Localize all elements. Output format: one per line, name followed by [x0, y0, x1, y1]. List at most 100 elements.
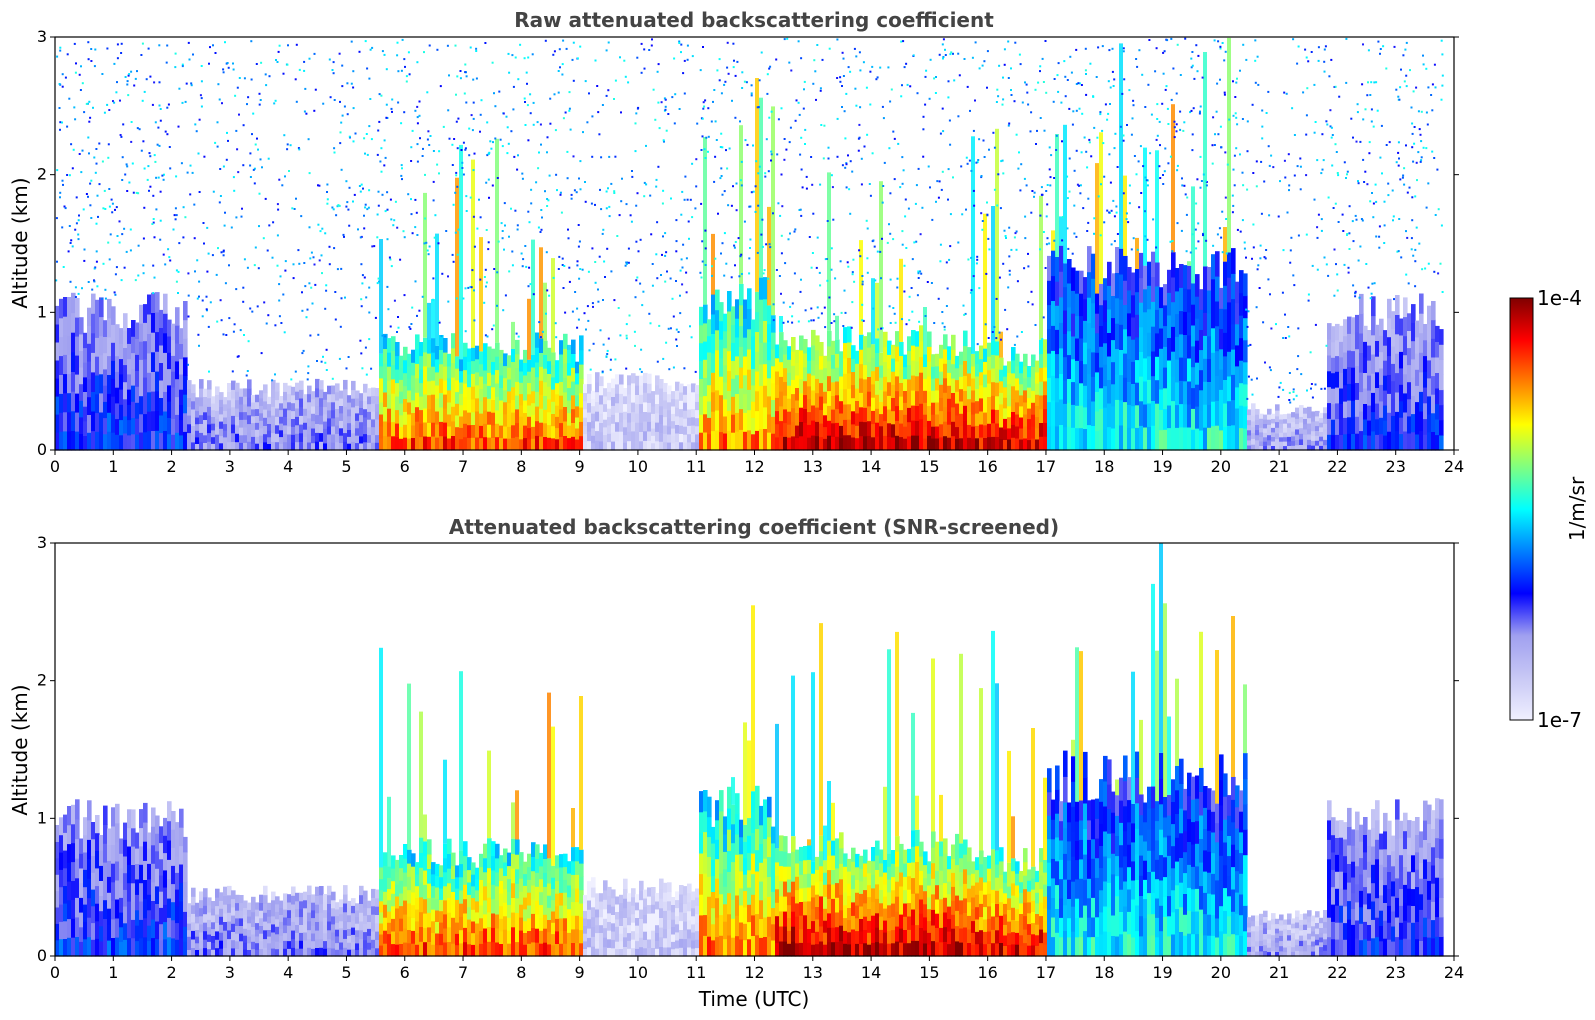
noise-pixel	[557, 268, 560, 270]
heatmap-cell	[395, 342, 400, 357]
noise-pixel	[483, 301, 486, 304]
noise-pixel	[1154, 70, 1157, 73]
noise-pixel	[634, 344, 636, 347]
heatmap-cell	[911, 330, 916, 346]
heatmap-cell	[463, 423, 468, 438]
noise-pixel	[252, 112, 255, 115]
noise-pixel	[1399, 86, 1402, 89]
heatmap-cell	[243, 411, 248, 420]
heatmap-cell	[1275, 438, 1280, 445]
noise-pixel	[922, 155, 925, 158]
noise-pixel	[906, 83, 909, 86]
heatmap-cell	[303, 436, 308, 444]
heatmap-cell	[1351, 416, 1356, 434]
heatmap-cell	[1043, 408, 1048, 423]
noise-pixel	[775, 58, 778, 61]
noise-pixel	[842, 325, 845, 327]
noise-pixel	[326, 183, 329, 186]
noise-pixel	[750, 84, 753, 87]
heatmap-cell	[1211, 401, 1216, 427]
heatmap-cell	[327, 442, 332, 451]
heatmap-cell	[971, 414, 976, 427]
heatmap-cell	[919, 372, 924, 389]
heatmap-cell	[803, 339, 808, 354]
noise-pixel	[844, 137, 847, 140]
noise-pixel	[202, 222, 205, 224]
noise-pixel	[546, 289, 549, 292]
noise-pixel	[704, 264, 707, 266]
heatmap-cell	[391, 378, 396, 394]
heatmap-cell	[555, 360, 560, 372]
noise-pixel	[1232, 80, 1234, 83]
noise-pixel	[1277, 395, 1280, 398]
heatmap-cell	[1375, 340, 1380, 357]
heatmap-cell	[835, 339, 840, 354]
heatmap-cell	[595, 401, 600, 412]
heatmap-cell	[455, 414, 460, 428]
noise-pixel	[700, 149, 703, 151]
noise-pixel	[1173, 120, 1176, 123]
heatmap-cell	[271, 406, 276, 416]
noise-pixel	[832, 218, 835, 221]
heatmap-cell	[1311, 430, 1316, 437]
noise-pixel	[103, 189, 106, 192]
heatmap-cell	[803, 408, 808, 423]
heatmap-cell	[123, 347, 128, 366]
noise-pixel	[337, 204, 340, 207]
heatmap-cell	[1307, 433, 1312, 440]
heatmap-cell	[159, 327, 164, 346]
heatmap-cell	[143, 304, 148, 323]
noise-pixel	[403, 294, 406, 297]
noise-pixel	[1053, 177, 1056, 179]
noise-pixel	[866, 257, 869, 260]
heatmap-cell	[779, 435, 784, 451]
noise-pixel	[385, 103, 388, 106]
noise-pixel	[861, 319, 864, 322]
heatmap-cell	[347, 443, 352, 451]
heatmap-cell	[787, 359, 792, 373]
noise-pixel	[191, 171, 194, 174]
heatmap-cell	[379, 365, 384, 379]
heatmap-cell	[1295, 418, 1300, 425]
heatmap-cell	[279, 443, 284, 451]
noise-pixel	[1042, 81, 1045, 83]
noise-pixel	[1220, 236, 1223, 239]
heatmap-cell	[311, 442, 316, 451]
noise-pixel	[243, 258, 246, 261]
noise-pixel	[1053, 78, 1056, 80]
noise-pixel	[679, 294, 681, 297]
noise-pixel	[339, 100, 341, 103]
noise-pixel	[1036, 129, 1038, 132]
heatmap-cell	[519, 359, 524, 372]
heatmap-cell	[491, 361, 496, 375]
noise-pixel	[268, 75, 271, 78]
heatmap-cell	[851, 358, 856, 372]
noise-pixel	[1228, 118, 1231, 121]
heatmap-cell	[951, 406, 956, 422]
heatmap-cell	[915, 435, 920, 451]
noise-pixel	[1427, 262, 1430, 265]
noise-pixel	[897, 142, 900, 145]
heatmap-cell	[1343, 319, 1348, 337]
noise-pixel	[1391, 189, 1394, 192]
heatmap-cell	[219, 421, 224, 429]
heatmap-cell	[623, 419, 628, 428]
noise-pixel	[467, 286, 470, 289]
heatmap-cell	[639, 440, 644, 451]
heatmap-cell	[515, 436, 520, 451]
noise-pixel	[1297, 234, 1300, 237]
heatmap-cell	[747, 308, 752, 330]
noise-pixel	[527, 56, 530, 59]
heatmap-cell	[675, 415, 680, 425]
heatmap-cell	[1203, 358, 1208, 382]
heatmap-cell	[1367, 375, 1372, 391]
heatmap-cell	[1043, 353, 1048, 368]
heatmap-cell	[191, 384, 196, 394]
noise-pixel	[804, 143, 806, 145]
heatmap-cell	[95, 299, 100, 320]
heatmap-cell	[867, 405, 872, 422]
noise-pixel	[591, 155, 594, 158]
noise-pixel	[1110, 209, 1113, 212]
noise-pixel	[802, 107, 805, 110]
heatmap-cell	[775, 397, 780, 412]
